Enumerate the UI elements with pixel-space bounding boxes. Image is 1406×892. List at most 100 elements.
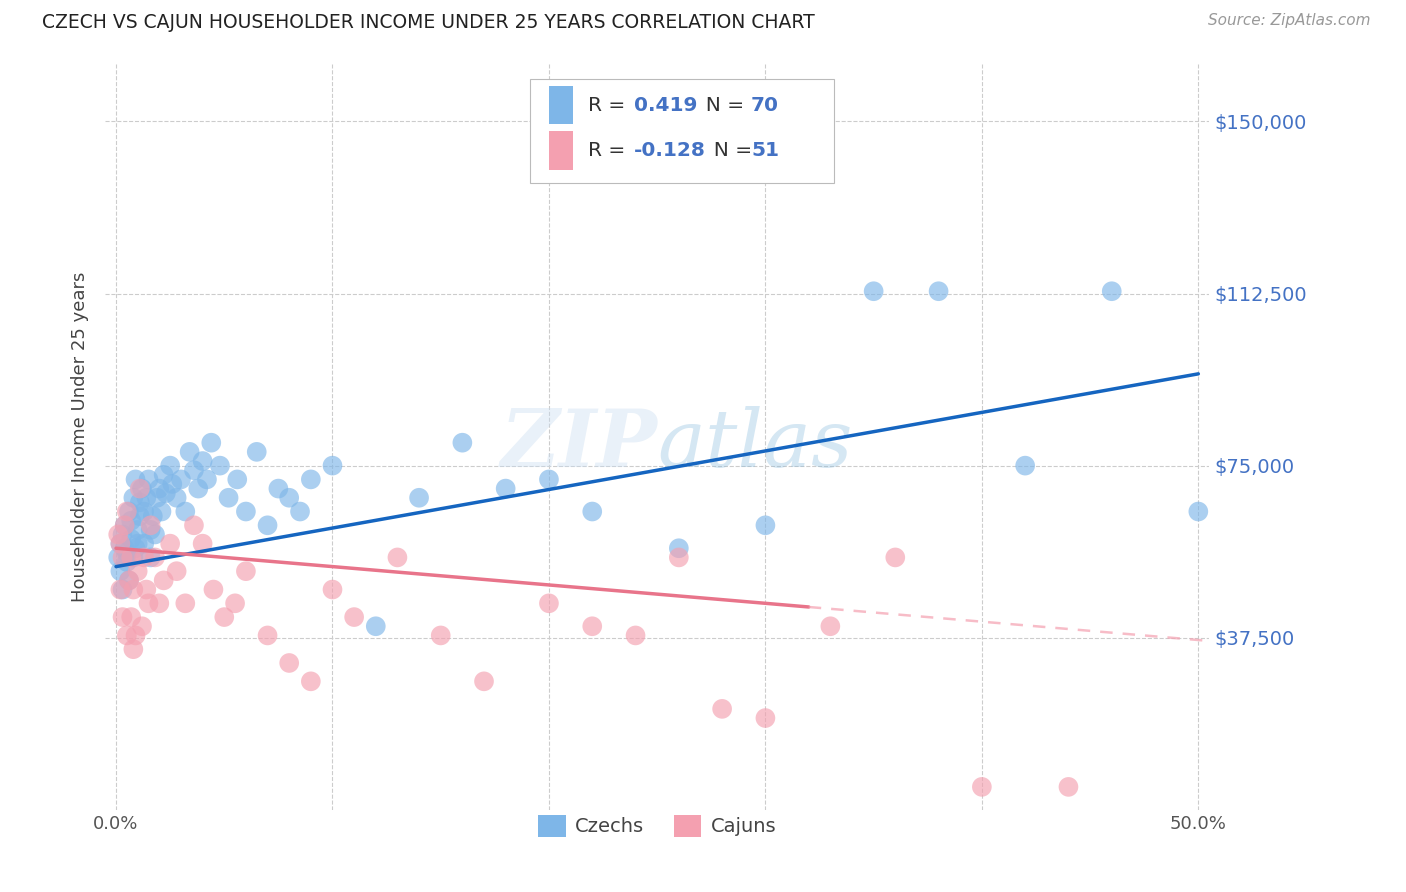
Point <box>183 463 205 477</box>
Point <box>127 536 149 550</box>
Point <box>364 619 387 633</box>
Point <box>195 472 218 486</box>
Point <box>537 472 560 486</box>
Point <box>179 445 201 459</box>
Point <box>135 491 157 505</box>
Point <box>408 491 430 505</box>
Point <box>120 610 142 624</box>
Point <box>110 564 132 578</box>
Point <box>299 674 322 689</box>
Text: R =: R = <box>588 95 631 114</box>
Point <box>111 610 134 624</box>
Point <box>148 482 170 496</box>
Text: Source: ZipAtlas.com: Source: ZipAtlas.com <box>1208 13 1371 29</box>
Point <box>148 596 170 610</box>
Point <box>1057 780 1080 794</box>
Point <box>159 536 181 550</box>
Point <box>124 472 146 486</box>
Point <box>218 491 240 505</box>
Point <box>115 555 138 569</box>
Point <box>235 564 257 578</box>
Point <box>170 472 193 486</box>
Point <box>155 486 177 500</box>
Point <box>107 527 129 541</box>
Point <box>111 527 134 541</box>
Point <box>820 619 842 633</box>
Point <box>191 536 214 550</box>
Point <box>118 504 141 518</box>
Point <box>115 628 138 642</box>
Point <box>111 550 134 565</box>
Point <box>128 509 150 524</box>
Point <box>754 518 776 533</box>
Point <box>754 711 776 725</box>
Point <box>118 574 141 588</box>
Point <box>668 550 690 565</box>
Text: 0.419: 0.419 <box>634 95 697 114</box>
Text: R =: R = <box>588 141 631 160</box>
Point <box>120 532 142 546</box>
Point <box>862 284 884 298</box>
Point <box>114 541 136 556</box>
Point <box>111 582 134 597</box>
Point <box>224 596 246 610</box>
Point <box>134 504 156 518</box>
Point <box>174 504 197 518</box>
Point <box>166 491 188 505</box>
Point <box>278 656 301 670</box>
Point <box>970 780 993 794</box>
Point <box>928 284 950 298</box>
Point <box>183 518 205 533</box>
Point <box>134 550 156 565</box>
Point <box>124 541 146 556</box>
Point <box>122 582 145 597</box>
Point <box>146 491 169 505</box>
Point <box>451 435 474 450</box>
Point <box>124 628 146 642</box>
Point <box>214 610 236 624</box>
Point <box>152 574 174 588</box>
Point <box>162 477 184 491</box>
Point <box>131 619 153 633</box>
Point <box>472 674 495 689</box>
Point <box>159 458 181 473</box>
Point <box>122 550 145 565</box>
Point <box>122 642 145 657</box>
Text: N =: N = <box>693 95 749 114</box>
Point <box>581 504 603 518</box>
Point <box>166 564 188 578</box>
Point <box>429 628 451 642</box>
Point <box>191 454 214 468</box>
Point <box>114 518 136 533</box>
Point <box>139 518 162 533</box>
Point <box>299 472 322 486</box>
Point <box>114 518 136 533</box>
Point <box>127 523 149 537</box>
Point <box>256 518 278 533</box>
Y-axis label: Householder Income Under 25 years: Householder Income Under 25 years <box>72 272 89 602</box>
Point <box>321 582 343 597</box>
Point <box>343 610 366 624</box>
Point <box>139 523 162 537</box>
Point <box>321 458 343 473</box>
Point <box>267 482 290 496</box>
Point <box>187 482 209 496</box>
Point <box>142 509 165 524</box>
Text: 51: 51 <box>751 141 779 160</box>
Point <box>138 472 160 486</box>
Point <box>118 574 141 588</box>
Point <box>1187 504 1209 518</box>
Text: CZECH VS CAJUN HOUSEHOLDER INCOME UNDER 25 YEARS CORRELATION CHART: CZECH VS CAJUN HOUSEHOLDER INCOME UNDER … <box>42 13 815 32</box>
FancyBboxPatch shape <box>548 131 574 170</box>
Point <box>110 536 132 550</box>
Point <box>139 550 162 565</box>
Point <box>120 514 142 528</box>
Point <box>131 482 153 496</box>
Point <box>256 628 278 642</box>
Point <box>135 582 157 597</box>
Point <box>226 472 249 486</box>
Point <box>495 482 517 496</box>
Point <box>288 504 311 518</box>
Point <box>115 504 138 518</box>
FancyBboxPatch shape <box>548 86 574 124</box>
